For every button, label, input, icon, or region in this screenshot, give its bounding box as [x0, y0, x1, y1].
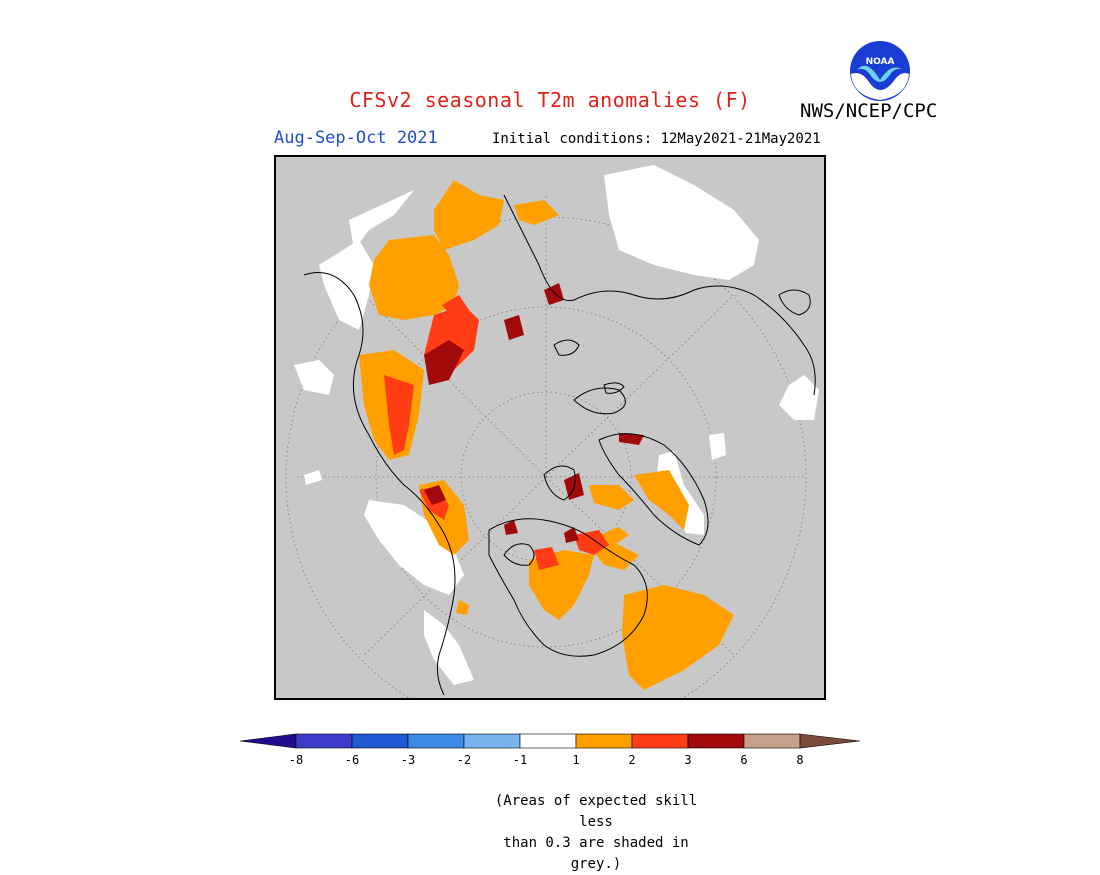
polar-map — [274, 155, 826, 738]
footnote: (Areas of expected skill less than 0.3 a… — [476, 791, 716, 875]
footnote-line: (Areas of expected skill less — [494, 793, 698, 830]
anomaly-3-6-regions — [424, 283, 644, 543]
colorbar-tick-label: 3 — [684, 753, 691, 767]
colorbar-tick-label: -6 — [345, 753, 359, 767]
colorbar-arrow-high — [799, 733, 861, 749]
color-scale: -8 -6 -3 -2 -1 1 2 3 6 8 — [236, 730, 866, 774]
colorbar-swatch — [295, 733, 353, 749]
colorbar-swatch — [351, 733, 409, 749]
chart-title: CFSv2 seasonal T2m anomalies (F) — [349, 88, 751, 112]
footnote-line: than 0.3 are shaded in grey.) — [503, 835, 689, 872]
anomaly-2-3-regions — [384, 295, 609, 570]
colorbar-tick-label: -1 — [513, 753, 527, 767]
colorbar-tick-label: -2 — [457, 753, 471, 767]
colorbar-tick-label: 1 — [572, 753, 579, 767]
colorbar-swatch — [743, 733, 801, 749]
colorbar-swatch — [687, 733, 745, 749]
colorbar-tick-label: -3 — [401, 753, 415, 767]
colorbar-swatch — [631, 733, 689, 749]
colorbar-swatch — [519, 733, 577, 749]
organization-label: NWS/NCEP/CPC — [800, 100, 938, 122]
colorbar-swatch — [407, 733, 465, 749]
colorbar-tick-label: -8 — [289, 753, 303, 767]
svg-text:NOAA: NOAA — [866, 57, 895, 67]
forecast-period: Aug-Sep-Oct 2021 — [274, 128, 438, 148]
coastlines — [303, 194, 816, 696]
colorbar-tick-label: 6 — [740, 753, 747, 767]
map-frame — [274, 155, 826, 700]
initial-conditions: Initial conditions: 12May2021-21May2021 — [492, 131, 821, 147]
colorbar-tick-label: 2 — [628, 753, 635, 767]
noaa-logo: NOAA — [849, 40, 911, 106]
colorbar-swatch — [463, 733, 521, 749]
colorbar-swatch — [575, 733, 633, 749]
colorbar-arrow-low — [239, 733, 297, 749]
colorbar-tick-label: 8 — [796, 753, 803, 767]
